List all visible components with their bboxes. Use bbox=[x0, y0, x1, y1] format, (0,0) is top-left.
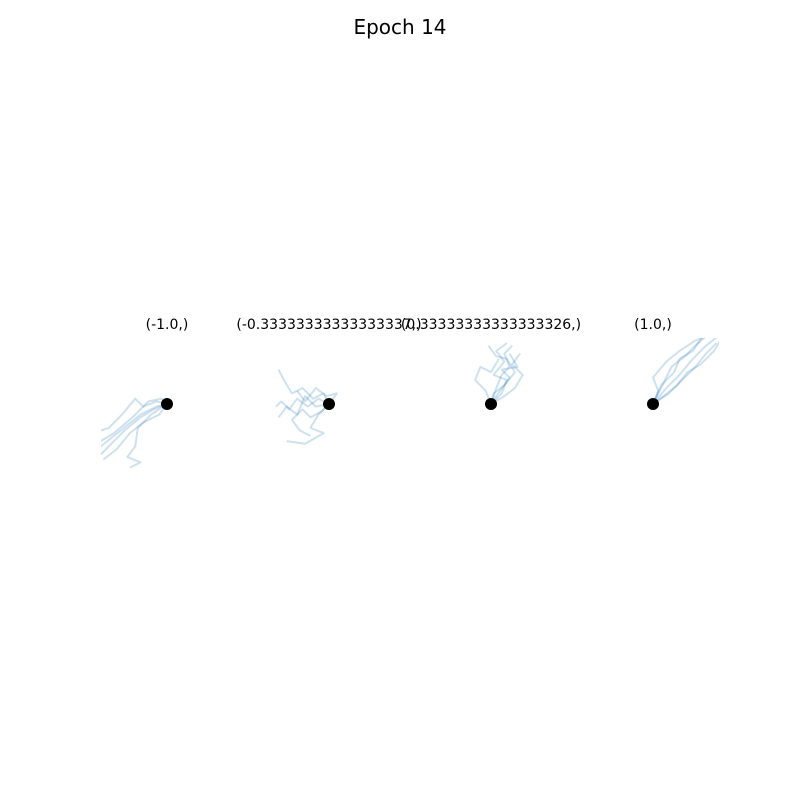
panel-1-trajectory-1 bbox=[101, 403, 168, 456]
panel-1-trajectory-4 bbox=[126, 403, 168, 469]
panel-4-trajectory-5 bbox=[652, 340, 719, 405]
figure-title: Epoch 14 bbox=[353, 15, 446, 39]
panel-2-trajectory-4 bbox=[277, 395, 330, 418]
panel-2-trajectories bbox=[275, 369, 338, 445]
panel-1-trajectory-6 bbox=[101, 403, 168, 448]
panel-1-title: (-1.0,) bbox=[146, 317, 189, 333]
panel-2-trajectory-3 bbox=[277, 369, 330, 405]
panel-3-trajectories bbox=[474, 342, 524, 405]
panel-2-title: (-0.33333333333333337,) bbox=[236, 317, 421, 333]
panel-1-trajectories bbox=[101, 397, 168, 469]
panel-2-trajectory-5 bbox=[296, 387, 338, 405]
panel-2-trajectory-1 bbox=[275, 397, 330, 411]
panel-3-trajectory-4 bbox=[490, 353, 524, 405]
panel-4-title: (1.0,) bbox=[634, 317, 672, 333]
panel-4-trajectory-4 bbox=[652, 342, 718, 405]
panel-1-trajectory-2 bbox=[102, 403, 168, 461]
panel-3: (0.33333333333333326,) bbox=[401, 317, 581, 410]
panel-4-trajectory-3 bbox=[652, 338, 705, 405]
panel-1-trajectory-3 bbox=[101, 397, 168, 432]
panel-1: (-1.0,) bbox=[101, 317, 189, 469]
panel-4-start-marker bbox=[647, 398, 659, 410]
panel-3-trajectory-2 bbox=[490, 342, 508, 405]
panel-4-trajectory-6 bbox=[652, 338, 703, 405]
panel-3-trajectory-5 bbox=[487, 345, 516, 405]
panel-4-trajectory-1 bbox=[652, 338, 718, 405]
panel-3-title: (0.33333333333333326,) bbox=[401, 317, 581, 333]
panel-3-trajectory-1 bbox=[490, 344, 513, 405]
panel-1-trajectory-5 bbox=[101, 397, 168, 442]
panel-1-start-marker bbox=[161, 398, 173, 410]
panel-2-trajectory-6 bbox=[286, 403, 330, 445]
panel-4-trajectory-2 bbox=[652, 338, 706, 405]
panel-2: (-0.33333333333333337,) bbox=[236, 317, 422, 445]
panel-4-trajectories bbox=[652, 338, 719, 405]
panel-3-start-marker bbox=[485, 398, 497, 410]
panel-2-start-marker bbox=[323, 398, 335, 410]
panel-3-trajectory-6 bbox=[490, 353, 519, 405]
panel-2-trajectory-2 bbox=[290, 403, 330, 437]
panel-4: (1.0,) bbox=[634, 317, 719, 410]
panel-3-trajectory-3 bbox=[474, 358, 500, 405]
